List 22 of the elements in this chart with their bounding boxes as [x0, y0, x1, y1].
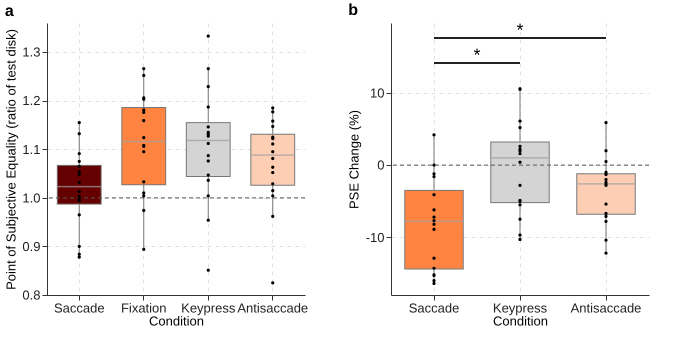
x-tick-label: Fixation [120, 300, 167, 316]
y-tick-label: 1.0 [22, 190, 40, 206]
x-tick-label: Keypress [181, 300, 236, 316]
y-tick-label: 10 [370, 85, 384, 100]
y-tick-label: 0 [377, 158, 384, 173]
y-tick-label: 1.2 [22, 93, 40, 108]
chart-title: a [4, 3, 14, 20]
y-tick-label: 0.9 [22, 238, 40, 254]
annotation: * [516, 20, 524, 40]
y-tick-label: 1.3 [22, 44, 40, 60]
annotation: * [473, 45, 481, 65]
chart-title: b [348, 2, 358, 19]
y-tick-label: 0.8 [22, 288, 40, 302]
y-axis-title: PSE Change (%) [346, 110, 362, 209]
x-tick-label: Saccade [54, 300, 105, 316]
y-tick-label: 1.1 [22, 142, 40, 157]
y-tick-label: -10 [366, 230, 384, 245]
x-tick-label: Antisaccade [570, 300, 642, 316]
x-tick-label: Keypress [492, 300, 548, 316]
x-tick-label: Antisaccade [237, 300, 308, 316]
x-tick-label: Saccade [408, 300, 460, 316]
y-axis-title: Point of Subjective Equality (ratio of test disk) [3, 29, 18, 290]
